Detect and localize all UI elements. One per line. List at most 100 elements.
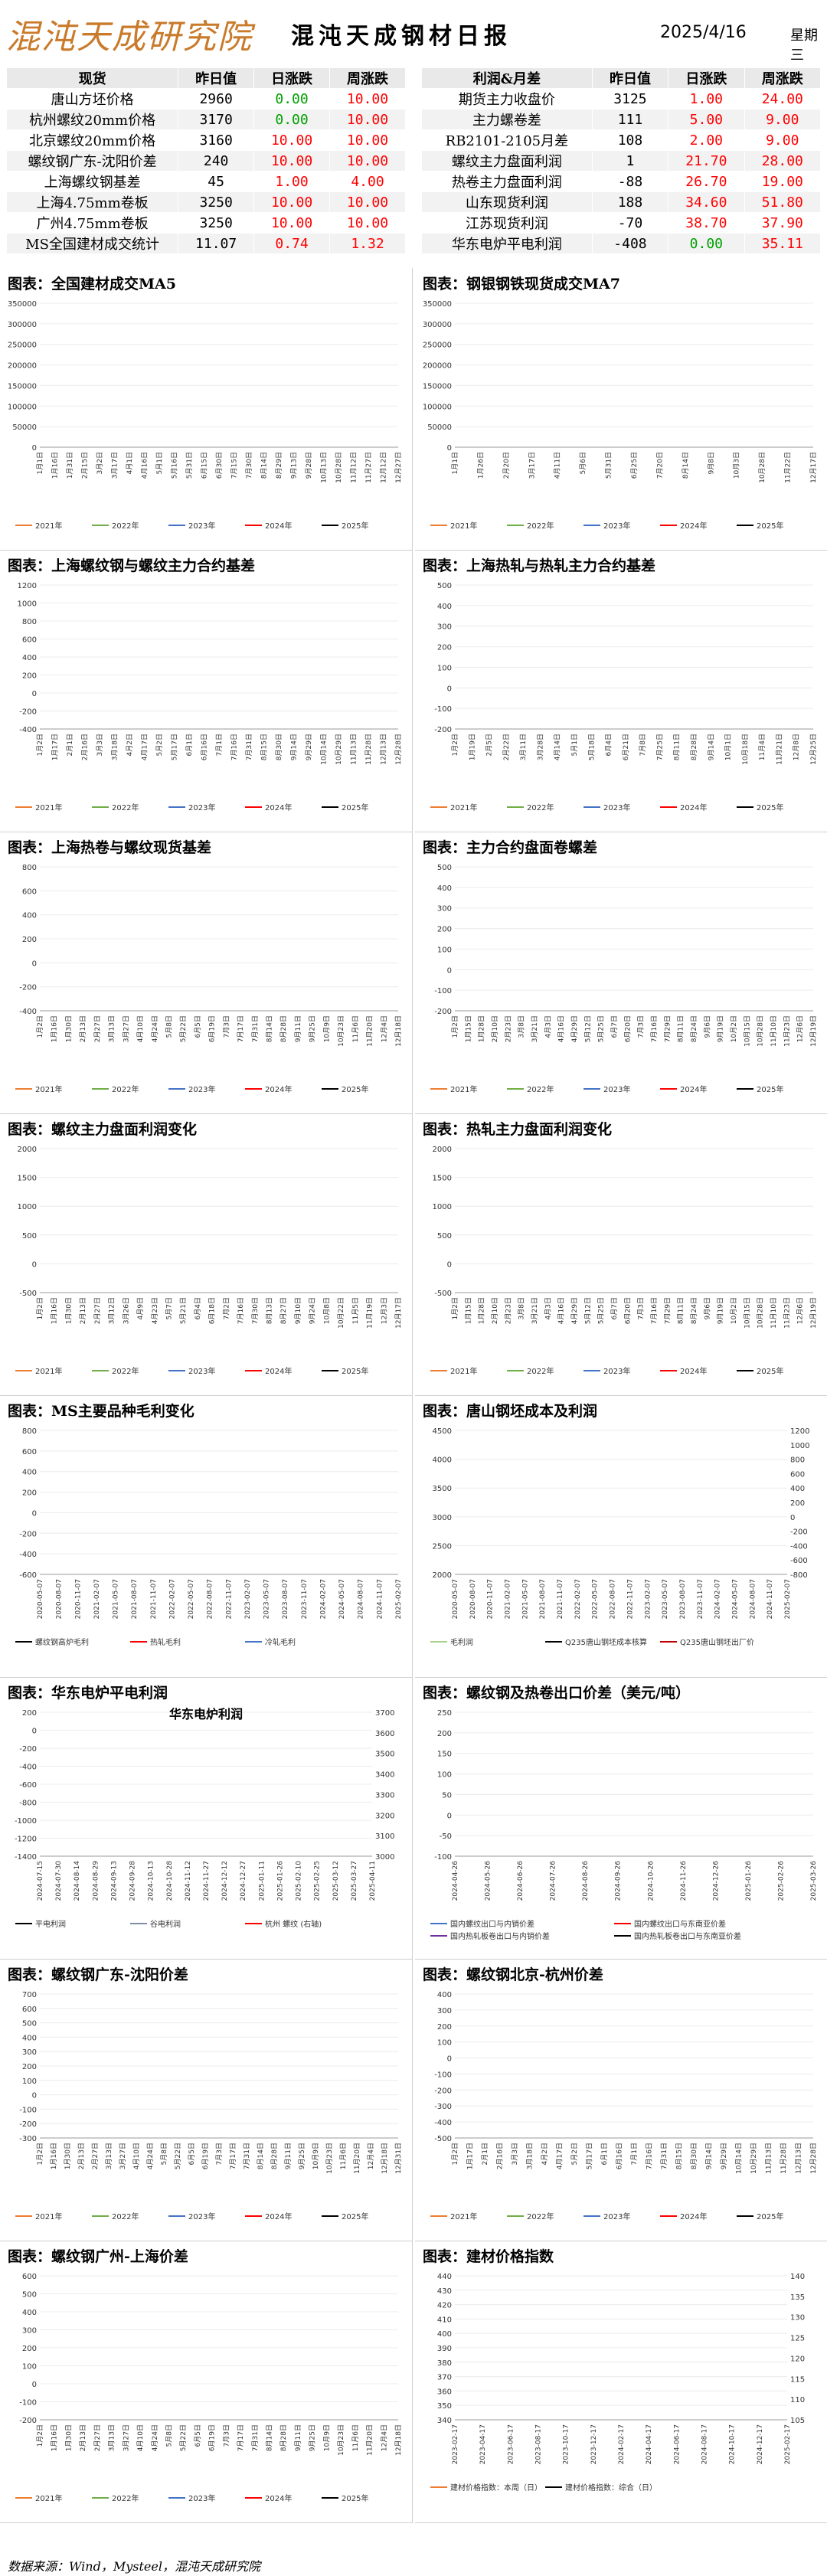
x-tick-label: 9月13日 [290, 452, 299, 479]
x-tick-label: 7月8日 [639, 734, 647, 756]
x-tick-label: 8月28日 [279, 2424, 288, 2451]
table-cell: 21.70 [668, 150, 745, 172]
x-tick-label: 6月19日 [208, 2424, 217, 2451]
x-tick-label: 12月31日 [394, 2143, 403, 2174]
legend-label: 2023年 [188, 2493, 215, 2503]
legend-label: 2023年 [188, 2212, 215, 2221]
x-tick-label: 10月18日 [741, 734, 750, 765]
y-tick-label: 100 [437, 1771, 452, 1780]
x-tick-label: 4月24日 [151, 2424, 159, 2451]
y2-tick-label: 140 [790, 2273, 805, 2281]
x-tick-label: 7月16日 [646, 2143, 654, 2169]
x-tick-label: 2024-02-07 [714, 1579, 722, 1619]
x-tick-label: 9月11日 [294, 2424, 302, 2451]
legend-label: 2022年 [112, 521, 139, 531]
x-tick-label: 4月24日 [146, 2143, 155, 2169]
y-tick-label: -100 [434, 1853, 452, 1862]
x-tick-label: 10月9日 [322, 2424, 331, 2451]
y-tick-label: 300 [437, 623, 452, 632]
x-tick-label: 4月16日 [557, 1015, 566, 1042]
x-tick-label: 2024-11-07 [767, 1579, 774, 1619]
table-cell: 38.70 [668, 212, 745, 234]
x-tick-label: 1月28日 [478, 1297, 486, 1324]
x-tick-label: 4月24日 [151, 1015, 159, 1042]
x-tick-label: 5月2日 [155, 734, 164, 756]
x-tick-label: 2024-05-26 [485, 1861, 492, 1901]
x-tick-label: 6月30日 [215, 452, 224, 479]
y-tick-label: 1000 [18, 1203, 37, 1211]
legend-label: 2023年 [603, 1366, 630, 1376]
y-tick-label: 200 [22, 2345, 37, 2353]
legend-label: 2022年 [112, 2493, 139, 2503]
x-tick-label: 2024-08-26 [582, 1861, 590, 1901]
x-tick-label: 8月15日 [260, 734, 269, 760]
x-tick-label: 5月22日 [179, 1015, 188, 1042]
row-label: 山东现货利润 [421, 191, 593, 213]
x-tick-label: 5月25日 [597, 1015, 606, 1042]
x-tick-label: 4月11日 [554, 452, 562, 479]
x-tick-label: 10月28日 [757, 1015, 765, 1047]
x-tick-label: 7月30日 [251, 1297, 260, 1324]
x-tick-label: 2月13日 [79, 1015, 87, 1042]
x-tick-label: 5月16日 [171, 452, 179, 479]
x-tick-label: 7月15日 [230, 452, 239, 479]
y-tick-label: 150 [437, 1751, 452, 1759]
x-tick-label: 1月28日 [478, 1015, 486, 1042]
legend-label: 国内螺纹出口与内销价差 [450, 1919, 534, 1929]
x-tick-label: 9月14日 [705, 2143, 714, 2169]
table-cell: 10.00 [253, 191, 331, 213]
table-row: 上海4.75mm卷板 3250 10.00 10.00 [5, 191, 406, 213]
y2-tick-label: 1200 [790, 1427, 809, 1436]
y-tick-label: 1500 [433, 1175, 452, 1183]
chart-svg: -300 -200 -100 0 100 200 300 400 500 600 700 1月2日 1月… [15, 1991, 403, 2221]
x-tick-label: 2022-02-07 [168, 1579, 176, 1619]
research-institute-logo: 混沌天成研究院 [6, 18, 253, 57]
chart-svg: -600 -400 -200 0 200 400 600 800 2020-05-07 2020-… [15, 1427, 403, 1647]
chart-panel: 图表：上海螺纹钢与螺纹主力合约基差 -400 -200 0 200 400 600 800 10… [0, 550, 413, 832]
table-row: 杭州螺纹20mm价格 3170 0.00 10.00 [5, 109, 406, 130]
x-tick-label: 12月19日 [809, 1297, 818, 1329]
x-tick-label: 11月10日 [770, 1297, 778, 1329]
row-label: 螺纹主力盘面利润 [421, 150, 593, 172]
chart-panel: 图表：MS主要品种毛利变化 -600 -400 -200 0 200 400 600 800 20… [0, 1395, 413, 1678]
x-tick-label: 2025-01-11 [258, 1861, 266, 1901]
y-tick-label: 400 [437, 2330, 452, 2339]
legend-label: 2022年 [112, 1084, 139, 1094]
row-label: 华东电炉平电利润 [421, 233, 593, 254]
chart-title: 图表：钢银钢铁现货成交MA7 [423, 276, 620, 293]
x-tick-label: 2月1日 [66, 734, 74, 756]
x-tick-label: 9月25日 [309, 2424, 317, 2451]
legend-label: 2025年 [342, 2212, 368, 2221]
y-tick-label: 440 [437, 2273, 452, 2281]
table-row: 热卷主力盘面利润 -88 26.70 19.00 [421, 171, 822, 192]
x-tick-label: 4月1日 [126, 452, 134, 474]
x-tick-label: 8月28日 [690, 734, 698, 760]
x-tick-label: 8月14日 [682, 452, 690, 479]
table-cell: 26.70 [668, 171, 745, 192]
y-tick-label: 390 [437, 2345, 452, 2353]
y-tick-label: 200000 [423, 362, 452, 371]
x-tick-label: 2月20日 [502, 452, 511, 479]
legend-label: 2021年 [450, 1084, 477, 1094]
x-tick-label: 2022-08-07 [207, 1579, 214, 1619]
x-tick-label: 11月12日 [350, 452, 358, 483]
table-cell: 2.00 [668, 129, 745, 151]
y-tick-label: -1200 [15, 1836, 37, 1844]
x-tick-label: 2月13日 [77, 2143, 86, 2169]
table-cell: 0.00 [668, 233, 745, 254]
x-tick-label: 8月14日 [260, 452, 269, 479]
y-tick-label: 300 [437, 905, 452, 914]
x-tick-label: 6月7日 [610, 1297, 619, 1319]
table-cell: 240 [178, 150, 255, 172]
x-tick-label: 5月22日 [174, 2143, 182, 2169]
x-tick-label: 5月12日 [583, 1015, 592, 1042]
y-tick-label: 500 [437, 1232, 452, 1241]
x-tick-label: 2025-01-26 [745, 1861, 753, 1901]
row-label: 唐山方坯价格 [5, 88, 179, 110]
table-cell: 108 [591, 129, 669, 151]
legend-label: 2022年 [112, 2212, 139, 2221]
y-tick-label: -100 [434, 2071, 452, 2079]
x-tick-label: 2022-11-07 [225, 1579, 233, 1619]
legend-label: 2022年 [112, 803, 139, 812]
x-tick-label: 4月10日 [132, 2143, 141, 2169]
